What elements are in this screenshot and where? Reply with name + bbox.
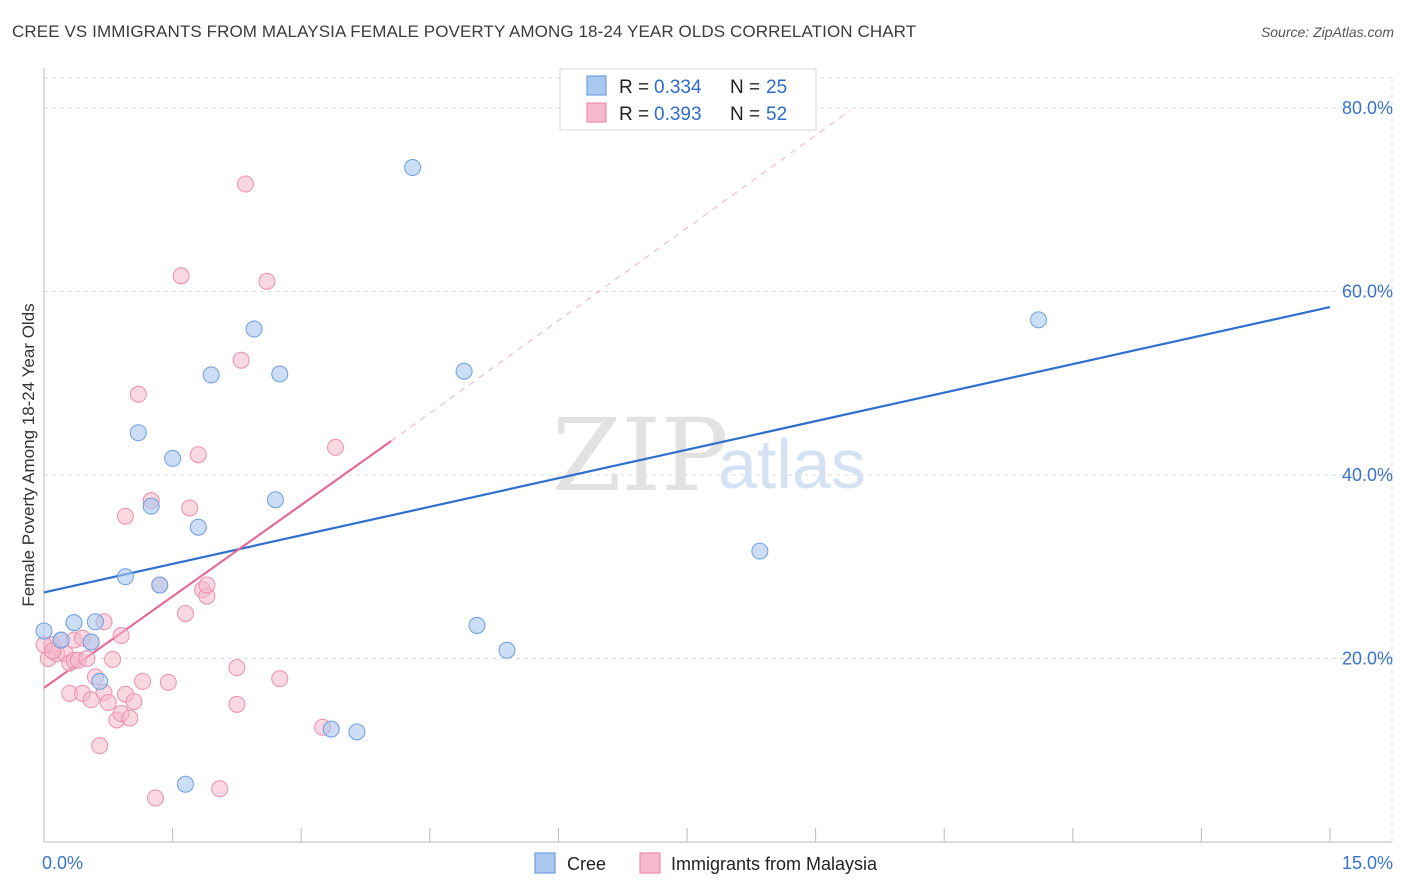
trend-lines — [43, 110, 1331, 689]
point-malaysia — [82, 691, 100, 709]
trend-line-cree — [43, 305, 1331, 594]
point-malaysia — [112, 627, 130, 645]
y-tick-label: 60.0% — [1342, 281, 1393, 301]
point-malaysia — [121, 709, 139, 727]
point-malaysia — [125, 693, 143, 711]
point-cree — [189, 518, 207, 536]
point-malaysia — [159, 673, 177, 691]
point-malaysia — [271, 670, 289, 688]
point-malaysia — [198, 576, 216, 594]
point-cree — [455, 362, 473, 380]
axes — [43, 68, 1392, 843]
point-cree — [52, 631, 70, 649]
data-points — [35, 159, 1048, 807]
point-cree — [86, 613, 104, 631]
point-malaysia — [176, 605, 194, 623]
y-tick-label: 80.0% — [1342, 98, 1393, 118]
y-axis-label: Female Poverty Among 18-24 Year Olds — [19, 303, 38, 606]
point-malaysia — [258, 272, 276, 290]
legend-n-value-cree: 25 — [766, 77, 787, 98]
tick-labels: 20.0% 40.0% 60.0% 80.0% 0.0% 15.0% — [42, 98, 1393, 873]
x-tick-label: 15.0% — [1342, 853, 1393, 873]
point-cree — [271, 365, 289, 383]
point-cree — [116, 568, 134, 586]
legend-n-value-malaysia: 52 — [766, 104, 787, 125]
point-malaysia — [228, 695, 246, 713]
point-cree — [151, 576, 169, 594]
legend-n-label-malaysia: N = — [730, 104, 760, 125]
point-malaysia — [189, 446, 207, 464]
legend-r-value-malaysia: 0.393 — [654, 104, 702, 125]
point-cree — [348, 723, 366, 741]
point-cree — [142, 497, 160, 515]
point-malaysia — [181, 499, 199, 517]
source-credit: Source: ZipAtlas.com — [1260, 24, 1394, 40]
point-cree — [266, 491, 284, 509]
bottom-legend-cree: Cree — [567, 854, 606, 874]
series-legend: Cree Immigrants from Malaysia — [534, 852, 878, 874]
point-malaysia — [129, 385, 147, 403]
point-malaysia — [146, 789, 164, 807]
point-cree — [468, 616, 486, 634]
point-cree — [202, 366, 220, 384]
point-malaysia — [91, 737, 109, 755]
point-malaysia — [99, 694, 117, 712]
legend-r-label-malaysia: R = — [619, 104, 649, 125]
point-malaysia — [134, 672, 152, 690]
point-cree — [1030, 311, 1048, 329]
point-malaysia — [78, 649, 96, 667]
point-cree — [82, 633, 100, 651]
point-cree — [245, 320, 263, 338]
y-tick-label: 40.0% — [1342, 465, 1393, 485]
point-cree — [404, 159, 422, 177]
point-cree — [498, 641, 516, 659]
bottom-legend-malaysia: Immigrants from Malaysia — [671, 854, 878, 874]
bottom-legend-swatch-malaysia — [639, 852, 661, 874]
point-malaysia — [116, 507, 134, 525]
point-malaysia — [232, 351, 250, 369]
watermark-atlas: atlas — [718, 425, 866, 503]
trend-line-malaysia-extension — [390, 110, 851, 442]
point-cree — [322, 720, 340, 738]
point-malaysia — [172, 267, 190, 285]
point-cree — [164, 449, 182, 467]
legend-r-value-cree: 0.334 — [654, 77, 702, 98]
point-malaysia — [236, 175, 254, 193]
point-malaysia — [228, 659, 246, 677]
legend-swatch-malaysia — [586, 102, 607, 123]
legend-r-label-cree: R = — [619, 77, 649, 98]
point-cree — [91, 672, 109, 690]
point-cree — [65, 614, 83, 632]
trend-line-malaysia — [43, 440, 392, 689]
bottom-legend-swatch-cree — [534, 852, 556, 874]
legend-n-label-cree: N = — [730, 77, 760, 98]
point-cree — [129, 424, 147, 442]
point-cree — [35, 622, 53, 640]
point-cree — [751, 542, 769, 560]
x-tick-label: 0.0% — [42, 853, 83, 873]
chart-title: CREE VS IMMIGRANTS FROM MALAYSIA FEMALE … — [12, 22, 917, 41]
point-malaysia — [326, 438, 344, 456]
point-malaysia — [104, 650, 122, 668]
y-tick-label: 20.0% — [1342, 648, 1393, 668]
point-cree — [176, 775, 194, 793]
watermark-zip: ZIP — [552, 397, 728, 514]
correlation-legend: R = 0.334 N = 25 R = 0.393 N = 52 — [559, 68, 817, 131]
legend-swatch-cree — [586, 75, 607, 96]
point-malaysia — [211, 780, 229, 798]
